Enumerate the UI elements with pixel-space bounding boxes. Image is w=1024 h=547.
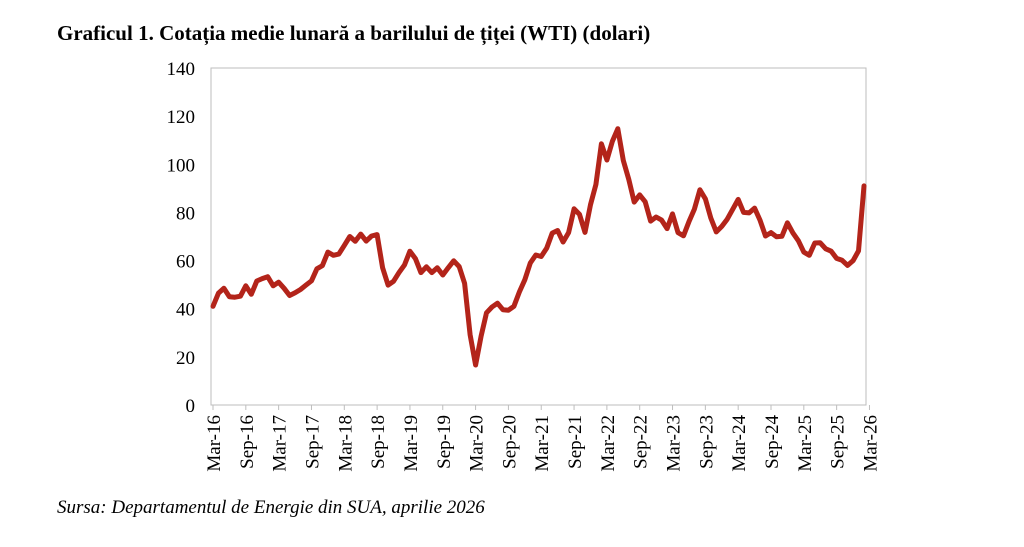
y-tick-label: 0 <box>186 396 196 417</box>
x-tick-label: Sep-25 <box>828 415 849 469</box>
y-tick-label: 40 <box>176 300 195 321</box>
chart-source: Sursa: Departamentul de Energie din SUA,… <box>57 497 485 518</box>
x-tick-label: Sep-24 <box>762 415 783 469</box>
x-tick-label: Sep-23 <box>696 415 717 469</box>
x-tick-label: Mar-16 <box>204 415 225 472</box>
x-tick-label: Sep-18 <box>368 415 389 469</box>
x-tick-label: Sep-19 <box>434 415 455 469</box>
x-tick-label: Sep-16 <box>237 415 258 469</box>
x-tick-label: Sep-17 <box>302 415 323 469</box>
x-tick-label: Mar-18 <box>335 415 356 472</box>
plot-frame <box>210 67 867 406</box>
x-tick-label: Mar-25 <box>795 415 816 472</box>
x-tick-label: Mar-24 <box>729 415 750 472</box>
y-tick-label: 140 <box>167 59 196 80</box>
x-tick-label: Mar-23 <box>664 415 685 472</box>
x-tick-label: Mar-17 <box>270 415 291 472</box>
wti-price-line <box>210 126 867 368</box>
x-tick-label: Sep-20 <box>499 415 520 469</box>
x-tick-label: Sep-21 <box>565 415 586 469</box>
y-tick-label: 60 <box>176 252 195 273</box>
y-tick-label: 80 <box>176 203 195 224</box>
y-tick-label: 100 <box>167 155 196 176</box>
y-tick-label: 120 <box>167 107 196 128</box>
x-tick-label: Mar-21 <box>532 415 553 472</box>
x-tick-label: Mar-22 <box>598 415 619 472</box>
x-tick-label: Mar-26 <box>860 415 881 472</box>
x-tick-label: Mar-20 <box>467 415 488 472</box>
y-tick-label: 20 <box>176 348 195 369</box>
x-tick-label: Mar-19 <box>401 415 422 472</box>
x-tick-label: Sep-22 <box>631 415 652 469</box>
chart-title: Graficul 1. Cotația medie lunară a baril… <box>57 21 651 45</box>
